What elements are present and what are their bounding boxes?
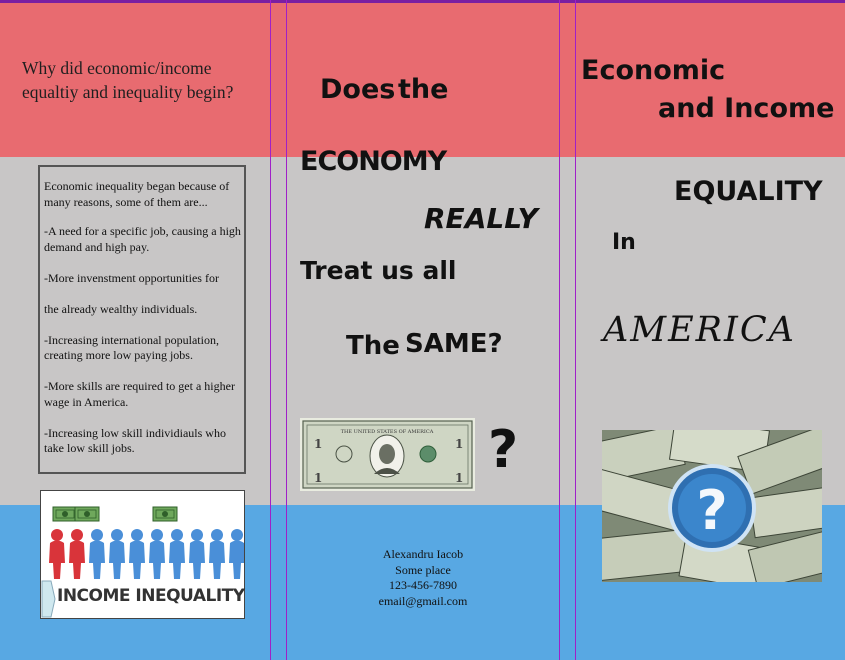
income-inequality-graphic: INCOME INEQUALITY: [40, 490, 245, 619]
panel-guide-line: [270, 0, 271, 660]
left-panel-question: Why did economic/income equaltiy and ine…: [22, 58, 234, 102]
poster-word-the: the: [398, 74, 449, 105]
title-in: In: [612, 230, 636, 255]
image-question-mark: ?: [696, 479, 727, 542]
poster-word-really: REALLY: [424, 202, 538, 235]
title-and-income: and Income: [658, 93, 835, 124]
contact-name: Alexandru Iacob: [382, 547, 464, 561]
svg-text:1: 1: [314, 471, 322, 485]
reason-item: the already wealthy individuals.: [44, 301, 198, 316]
contact-block: Alexandru Iacob Some place 123-456-7890 …: [348, 547, 498, 609]
poster-line-treat: Treat us all: [300, 256, 457, 285]
panel-guide-line: [559, 0, 560, 660]
poster-word-same: SAME?: [405, 329, 503, 359]
poster-word-does: Does: [320, 74, 396, 105]
contact-email: email@gmail.com: [378, 593, 468, 608]
svg-text:1: 1: [455, 437, 463, 451]
graphic-caption: INCOME INEQUALITY: [57, 586, 245, 606]
reason-item: -A need for a specific job, causing a hi…: [44, 224, 241, 254]
contact-place: Some place: [395, 562, 451, 577]
reason-intro: Economic inequality began because of man…: [44, 179, 230, 209]
people-figures-icon: [41, 506, 245, 618]
top-color-band: [0, 3, 845, 157]
reason-item: -More invenstment opportunities for: [44, 270, 219, 285]
money-question-image: ?: [602, 430, 822, 582]
contact-phone: 123-456-7890: [389, 578, 457, 593]
reason-item: -Increasing low skill individiauls who t…: [44, 425, 226, 456]
svg-text:1: 1: [455, 471, 463, 485]
question-mark-glyph: ?: [488, 420, 519, 480]
svg-text:1: 1: [314, 437, 322, 451]
reason-item: -More skills are required to get a highe…: [44, 379, 235, 409]
panel-guide-line: [286, 0, 287, 660]
reason-item: -Increasing international population, cr…: [44, 332, 219, 363]
panel-guide-line: [575, 0, 576, 660]
poster-word-the-2: The: [346, 331, 400, 361]
dollar-bill-image: THE UNITED STATES OF AMERICA 1 1 1 1: [300, 418, 475, 491]
reasons-text-box: Economic inequality began because of man…: [38, 165, 246, 474]
title-economic: Economic: [581, 55, 726, 86]
poster-word-economy: ECONOMY: [300, 146, 447, 177]
title-equality: EQUALITY: [674, 176, 823, 207]
top-border-line: [0, 0, 845, 3]
title-america: AMERICA: [603, 310, 796, 350]
bill-text: THE UNITED STATES OF AMERICA: [341, 429, 434, 435]
